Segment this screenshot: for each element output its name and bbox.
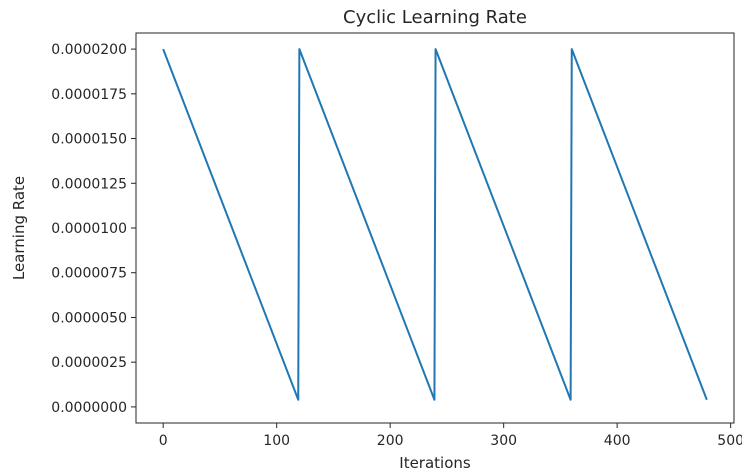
y-tick-label: 0.0000100 xyxy=(51,221,127,237)
chart-title: Cyclic Learning Rate xyxy=(343,7,527,28)
x-axis-label: Iterations xyxy=(399,454,471,472)
y-axis-ticks: 0.0000000 0.0000025 0.0000050 0.0000075 0.00… xyxy=(51,42,136,416)
x-tick-label: 500 xyxy=(717,433,742,449)
x-tick-label: 300 xyxy=(490,433,517,449)
x-tick-label: 400 xyxy=(604,433,631,449)
x-axis-ticks: 0 100 200 300 400 500 xyxy=(159,423,742,449)
y-tick-label: 0.0000000 xyxy=(51,400,127,416)
y-tick-label: 0.0000025 xyxy=(51,355,127,371)
y-tick-label: 0.0000175 xyxy=(51,87,127,103)
y-tick-label: 0.0000125 xyxy=(51,176,127,192)
y-tick-label: 0.0000200 xyxy=(51,42,127,58)
y-tick-label: 0.0000075 xyxy=(51,266,127,282)
y-axis-label: Learning Rate xyxy=(10,176,28,280)
x-tick-label: 100 xyxy=(263,433,290,449)
series-line xyxy=(162,48,708,401)
x-tick-label: 200 xyxy=(377,433,404,449)
y-tick-label: 0.0000150 xyxy=(51,132,127,148)
x-tick-label: 0 xyxy=(159,433,168,449)
series-layer xyxy=(162,48,708,401)
y-tick-label: 0.0000050 xyxy=(51,310,127,326)
